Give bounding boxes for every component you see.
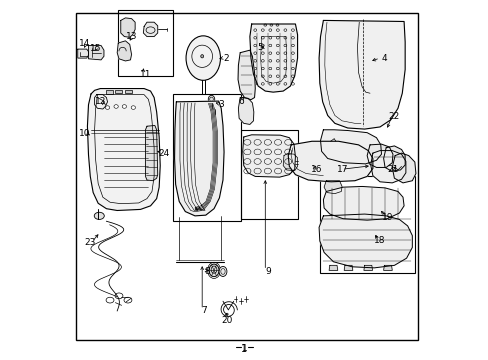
Text: 3: 3 [218, 100, 224, 109]
Text: 11: 11 [140, 70, 151, 79]
Polygon shape [283, 153, 297, 171]
Polygon shape [121, 18, 135, 37]
Text: 21: 21 [387, 166, 398, 175]
Text: 15: 15 [90, 44, 101, 53]
Bar [319, 176, 414, 273]
Polygon shape [238, 98, 253, 125]
Text: 2: 2 [224, 54, 229, 63]
Bar [125, 90, 132, 93]
Text: 16: 16 [310, 166, 321, 175]
Ellipse shape [131, 106, 135, 109]
Text: 5: 5 [257, 43, 263, 52]
Text: 22: 22 [388, 112, 399, 121]
Text: 19: 19 [382, 213, 393, 222]
Text: 1: 1 [241, 343, 247, 354]
Polygon shape [287, 141, 372, 182]
Ellipse shape [201, 55, 203, 58]
Text: 23: 23 [84, 238, 95, 247]
Polygon shape [391, 153, 415, 183]
Polygon shape [320, 130, 381, 164]
Ellipse shape [208, 95, 214, 103]
Polygon shape [238, 50, 255, 100]
Ellipse shape [122, 105, 126, 108]
Text: 1: 1 [241, 344, 247, 353]
Ellipse shape [269, 24, 272, 26]
Polygon shape [88, 45, 104, 60]
Text: 4: 4 [381, 54, 386, 63]
Ellipse shape [94, 212, 104, 220]
Bar [115, 90, 122, 93]
Polygon shape [242, 135, 295, 177]
Polygon shape [319, 21, 405, 129]
Text: 9: 9 [264, 267, 270, 276]
Text: 14: 14 [79, 39, 90, 48]
Bar [118, 10, 172, 76]
Polygon shape [370, 150, 405, 183]
Polygon shape [117, 41, 131, 61]
Text: 20: 20 [221, 316, 232, 325]
Polygon shape [366, 144, 392, 167]
Text: 8: 8 [203, 267, 209, 276]
Ellipse shape [264, 24, 266, 26]
Ellipse shape [208, 264, 219, 276]
Polygon shape [383, 265, 391, 270]
Ellipse shape [276, 24, 278, 26]
Polygon shape [323, 186, 403, 220]
Text: 24: 24 [158, 149, 169, 158]
Polygon shape [94, 95, 107, 109]
Text: 13: 13 [125, 32, 137, 41]
Text: 12: 12 [95, 97, 106, 106]
Bar [241, 130, 298, 220]
Text: 7: 7 [201, 306, 207, 315]
Polygon shape [87, 89, 160, 211]
Polygon shape [328, 265, 337, 270]
Ellipse shape [114, 105, 118, 108]
Polygon shape [383, 146, 405, 171]
Bar [106, 90, 113, 94]
Polygon shape [174, 101, 224, 216]
Text: 10: 10 [79, 129, 90, 138]
Ellipse shape [185, 36, 220, 80]
Polygon shape [319, 214, 411, 268]
Text: 18: 18 [373, 237, 385, 246]
Polygon shape [344, 265, 352, 270]
Polygon shape [363, 265, 372, 270]
Text: 17: 17 [337, 166, 348, 175]
Polygon shape [78, 49, 88, 58]
Ellipse shape [105, 106, 109, 109]
Polygon shape [143, 22, 158, 37]
Bar [172, 94, 241, 221]
Polygon shape [324, 181, 341, 194]
Polygon shape [145, 126, 158, 181]
Ellipse shape [219, 266, 226, 276]
Polygon shape [249, 24, 297, 92]
Text: 6: 6 [238, 96, 244, 105]
Ellipse shape [211, 102, 218, 109]
